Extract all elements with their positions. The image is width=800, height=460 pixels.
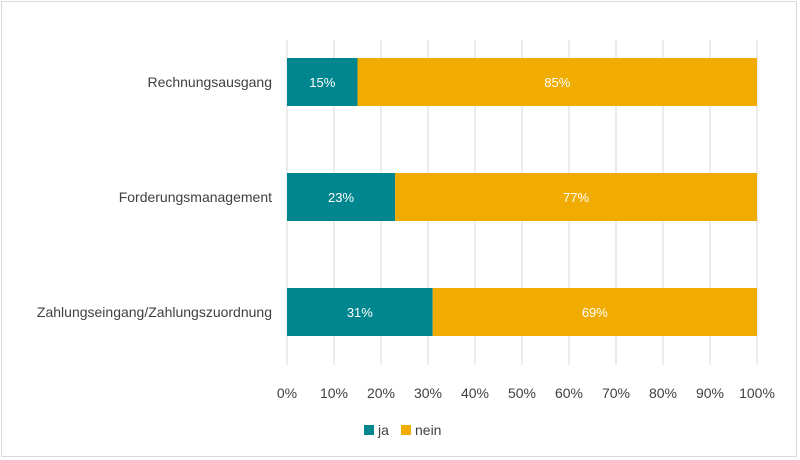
data-label: 85% — [544, 75, 570, 90]
category-label: Forderungsmanagement — [119, 189, 272, 205]
bar-ja-2 — [287, 288, 433, 336]
data-label: 77% — [563, 190, 589, 205]
x-tick-label: 80% — [649, 385, 677, 401]
x-tick-label: 40% — [461, 385, 489, 401]
legend: ja nein — [364, 422, 441, 438]
bar-nein-2 — [432, 288, 757, 336]
legend-swatch-nein — [401, 425, 411, 435]
bar-nein-1 — [395, 173, 757, 221]
category-label: Zahlungseingang/Zahlungszuordnung — [37, 304, 272, 320]
data-label: 23% — [328, 190, 354, 205]
x-tick-labels: 0% 10% 20% 30% 40% 50% 60% 70% 80% 90% 100% — [277, 385, 775, 401]
legend-swatch-ja — [364, 425, 374, 435]
x-tick-label: 30% — [414, 385, 442, 401]
legend-label-nein: nein — [415, 422, 441, 438]
bar-nein-0 — [357, 58, 757, 106]
bars: 15% 85% 23% 77% 31% 69% — [287, 58, 757, 336]
x-tick-label: 100% — [739, 385, 775, 401]
category-labels: Rechnungsausgang Forderungsmanagement Zahl… — [37, 74, 272, 320]
x-tick-label: 60% — [555, 385, 583, 401]
x-tick-label: 50% — [508, 385, 536, 401]
x-tick-label: 10% — [320, 385, 348, 401]
x-tick-label: 70% — [602, 385, 630, 401]
x-tick-label: 0% — [277, 385, 297, 401]
x-tick-label: 20% — [367, 385, 395, 401]
legend-label-ja: ja — [377, 422, 389, 438]
bar-ja-0 — [287, 58, 358, 106]
x-tick-label: 90% — [696, 385, 724, 401]
category-label: Rechnungsausgang — [147, 74, 272, 90]
bar-ja-1 — [287, 173, 396, 221]
data-label: 31% — [347, 305, 373, 320]
data-label: 15% — [309, 75, 335, 90]
data-label: 69% — [582, 305, 608, 320]
